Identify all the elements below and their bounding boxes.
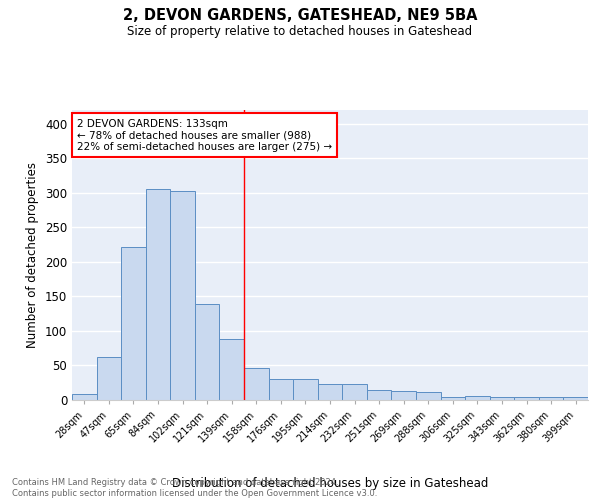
Bar bbox=[97, 356, 121, 400]
Bar bbox=[121, 248, 146, 400]
Bar bbox=[244, 368, 269, 400]
Text: Size of property relative to detached houses in Gateshead: Size of property relative to detached ho… bbox=[127, 25, 473, 38]
Bar bbox=[416, 392, 440, 400]
Bar bbox=[391, 391, 416, 400]
Bar bbox=[514, 397, 539, 400]
Bar bbox=[490, 397, 514, 400]
Y-axis label: Number of detached properties: Number of detached properties bbox=[26, 162, 40, 348]
Bar bbox=[72, 394, 97, 400]
Bar bbox=[195, 304, 220, 400]
Bar bbox=[318, 384, 342, 400]
Text: 2 DEVON GARDENS: 133sqm
← 78% of detached houses are smaller (988)
22% of semi-d: 2 DEVON GARDENS: 133sqm ← 78% of detache… bbox=[77, 118, 332, 152]
Text: 2, DEVON GARDENS, GATESHEAD, NE9 5BA: 2, DEVON GARDENS, GATESHEAD, NE9 5BA bbox=[123, 8, 477, 22]
Bar bbox=[342, 384, 367, 400]
Text: Distribution of detached houses by size in Gateshead: Distribution of detached houses by size … bbox=[172, 477, 488, 490]
Bar bbox=[367, 390, 391, 400]
Bar bbox=[293, 378, 318, 400]
Bar bbox=[146, 190, 170, 400]
Bar bbox=[563, 396, 588, 400]
Bar bbox=[539, 397, 563, 400]
Bar bbox=[269, 378, 293, 400]
Bar bbox=[220, 338, 244, 400]
Text: Contains HM Land Registry data © Crown copyright and database right 2024.
Contai: Contains HM Land Registry data © Crown c… bbox=[12, 478, 377, 498]
Bar bbox=[170, 191, 195, 400]
Bar bbox=[465, 396, 490, 400]
Bar bbox=[440, 396, 465, 400]
